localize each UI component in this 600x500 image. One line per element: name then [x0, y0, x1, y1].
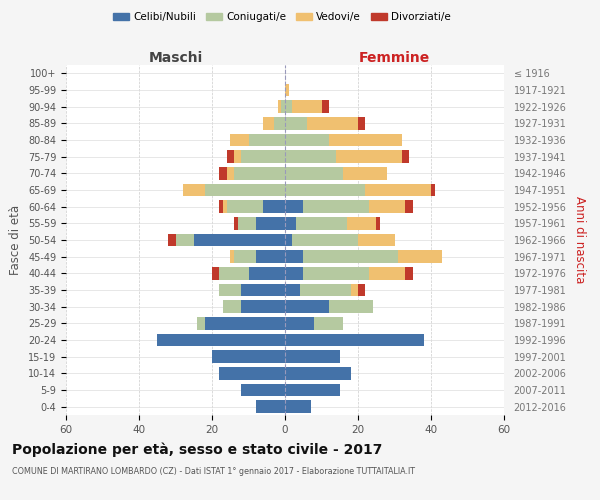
Bar [285, 134, 329, 146]
Bar [285, 384, 340, 396]
Bar [285, 350, 340, 363]
Bar [299, 284, 351, 296]
Bar [322, 100, 329, 113]
Bar [227, 150, 234, 163]
Bar [234, 217, 238, 230]
Bar [285, 217, 296, 230]
Bar [285, 150, 336, 163]
Bar [303, 200, 369, 213]
Bar [223, 200, 227, 213]
Bar [369, 267, 406, 280]
Bar [274, 117, 285, 130]
Bar [234, 150, 241, 163]
Bar [303, 267, 369, 280]
Bar [285, 234, 292, 246]
Bar [292, 234, 358, 246]
Bar [336, 150, 402, 163]
Bar [248, 134, 285, 146]
Bar [285, 167, 343, 179]
Bar [285, 250, 303, 263]
Bar [285, 367, 350, 380]
Y-axis label: Fasce di età: Fasce di età [10, 205, 22, 275]
Bar [285, 184, 365, 196]
Text: COMUNE DI MARTIRANO LOMBARDO (CZ) - Dati ISTAT 1° gennaio 2017 - Elaborazione TU: COMUNE DI MARTIRANO LOMBARDO (CZ) - Dati… [12, 468, 415, 476]
Bar [220, 200, 223, 213]
Bar [406, 200, 413, 213]
Bar [176, 234, 194, 246]
Bar [376, 217, 380, 230]
Bar [212, 267, 220, 280]
Bar [234, 250, 256, 263]
Bar [223, 300, 241, 313]
Bar [241, 384, 285, 396]
Text: Maschi: Maschi [148, 51, 203, 65]
Bar [205, 184, 285, 196]
Bar [358, 234, 395, 246]
Bar [194, 234, 285, 246]
Bar [329, 300, 373, 313]
Bar [263, 117, 274, 130]
Bar [347, 217, 376, 230]
Bar [329, 134, 402, 146]
Bar [248, 267, 285, 280]
Text: Popolazione per età, sesso e stato civile - 2017: Popolazione per età, sesso e stato civil… [12, 442, 382, 457]
Bar [365, 184, 431, 196]
Text: Femmine: Femmine [359, 51, 430, 65]
Bar [238, 217, 256, 230]
Bar [220, 267, 248, 280]
Bar [292, 100, 322, 113]
Bar [256, 250, 285, 263]
Bar [285, 267, 303, 280]
Bar [241, 150, 285, 163]
Bar [285, 100, 292, 113]
Bar [350, 284, 358, 296]
Bar [303, 250, 398, 263]
Bar [230, 250, 234, 263]
Bar [278, 100, 281, 113]
Bar [285, 317, 314, 330]
Bar [406, 267, 413, 280]
Bar [212, 350, 285, 363]
Bar [314, 317, 343, 330]
Bar [220, 284, 241, 296]
Bar [398, 250, 442, 263]
Bar [402, 150, 409, 163]
Bar [205, 317, 285, 330]
Bar [285, 284, 299, 296]
Bar [227, 167, 234, 179]
Bar [369, 200, 406, 213]
Bar [220, 367, 285, 380]
Bar [256, 400, 285, 413]
Bar [285, 334, 424, 346]
Bar [281, 100, 285, 113]
Bar [220, 167, 227, 179]
Bar [343, 167, 387, 179]
Bar [241, 284, 285, 296]
Bar [183, 184, 205, 196]
Bar [358, 117, 365, 130]
Legend: Celibi/Nubili, Coniugati/e, Vedovi/e, Divorziati/e: Celibi/Nubili, Coniugati/e, Vedovi/e, Di… [109, 8, 455, 26]
Bar [296, 217, 347, 230]
Bar [227, 200, 263, 213]
Y-axis label: Anni di nascita: Anni di nascita [573, 196, 586, 284]
Bar [285, 400, 311, 413]
Bar [256, 217, 285, 230]
Bar [157, 334, 285, 346]
Bar [431, 184, 434, 196]
Bar [241, 300, 285, 313]
Bar [285, 200, 303, 213]
Bar [263, 200, 285, 213]
Bar [230, 134, 248, 146]
Bar [285, 84, 289, 96]
Bar [358, 284, 365, 296]
Bar [168, 234, 176, 246]
Bar [285, 300, 329, 313]
Bar [234, 167, 285, 179]
Bar [285, 117, 307, 130]
Bar [197, 317, 205, 330]
Bar [307, 117, 358, 130]
